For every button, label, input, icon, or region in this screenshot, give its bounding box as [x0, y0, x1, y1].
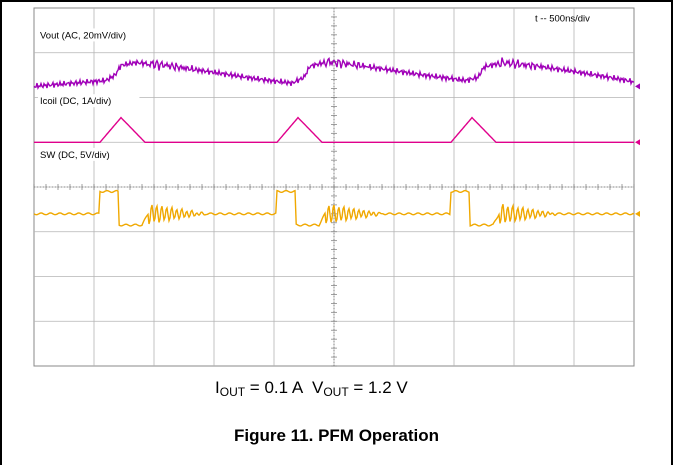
series-label-bg — [38, 28, 145, 42]
vout-subscript: OUT — [323, 385, 349, 399]
frame-right-rule — [671, 0, 673, 465]
channel-level-marker — [635, 139, 640, 146]
iout-subscript: OUT — [219, 385, 246, 399]
series-label: SW (DC, 5V/div) — [40, 150, 110, 161]
vout-value: = 1.2 V — [348, 378, 408, 397]
scope-traces — [33, 57, 635, 227]
timebase-label: t -- 500ns/div — [535, 13, 590, 24]
trace-line — [33, 57, 635, 90]
channel-level-marker — [635, 83, 640, 90]
series-label-bg — [38, 147, 124, 161]
iout-value: = 0.1 A — [245, 378, 304, 397]
channel-level-marker — [635, 210, 640, 217]
iout-symbol: I — [215, 378, 220, 397]
scope-grid — [33, 7, 635, 367]
figure-caption: Figure 11. PFM Operation — [234, 426, 439, 445]
trace-line — [34, 116, 634, 143]
series-label: Icoil (DC, 1A/div) — [40, 96, 111, 107]
series-label: Vout (AC, 20mV/div) — [40, 30, 126, 41]
oscilloscope-plot: Vout (AC, 20mV/div) Icoil (DC, 1A/div) SW … — [33, 7, 640, 367]
frame-left-rule — [0, 0, 2, 465]
series-label-bg — [38, 94, 140, 108]
frame-top-rule — [0, 0, 673, 2]
vout-condition: VOUT = 1.2 V — [312, 378, 408, 399]
scope-labels: Vout (AC, 20mV/div) Icoil (DC, 1A/div) SW … — [38, 13, 590, 161]
trace-line — [33, 189, 635, 227]
scope-markers — [635, 83, 640, 217]
iout-condition: IOUT = 0.1 A — [215, 378, 303, 399]
vout-symbol: V — [312, 378, 324, 397]
